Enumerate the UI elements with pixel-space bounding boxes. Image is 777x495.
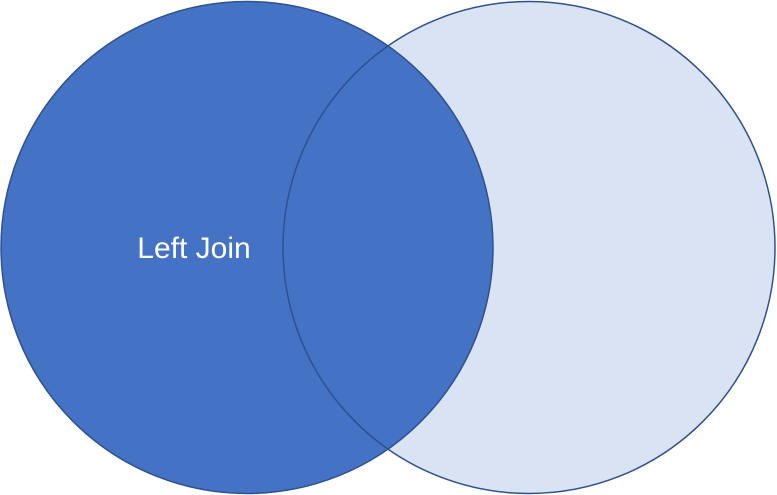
left-join-label: Left Join: [137, 232, 250, 265]
left-set-circle: [0, 0, 494, 495]
intersection-outline: [282, 1, 493, 494]
